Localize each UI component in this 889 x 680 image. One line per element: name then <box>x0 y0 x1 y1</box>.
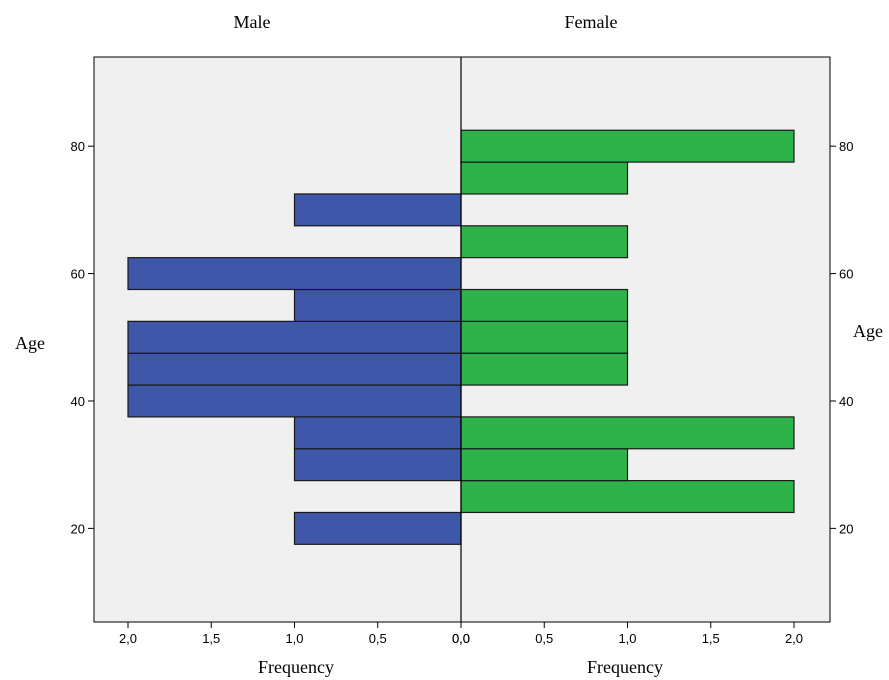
female-bar <box>460 129 795 163</box>
female-bar <box>460 320 629 354</box>
x-axis-label-male: Frequency <box>258 657 334 677</box>
x-tick-label-male: 2,0 <box>119 631 137 646</box>
y-tick-label-left: 60 <box>71 267 85 282</box>
male-bar <box>293 193 462 227</box>
x-tick-label-male: 0,5 <box>369 631 387 646</box>
female-bar <box>460 352 629 386</box>
male-bar <box>293 448 462 482</box>
y-axis-label-left: Age <box>15 333 45 353</box>
female-bar <box>460 161 629 195</box>
y-tick-label-left: 20 <box>71 521 85 536</box>
y-tick-label-right: 60 <box>839 267 853 282</box>
x-tick-label-female: 1,0 <box>618 631 636 646</box>
male-bar <box>127 257 462 291</box>
y-tick-label-right: 20 <box>839 521 853 536</box>
male-bar <box>293 416 462 450</box>
male-bar <box>127 352 462 386</box>
female-bar <box>460 416 795 450</box>
y-tick-label-right: 80 <box>839 139 853 154</box>
male-bar <box>127 320 462 354</box>
male-panel-title: Male <box>234 12 271 32</box>
female-bar <box>460 288 629 322</box>
female-bar <box>460 448 629 482</box>
x-axis-label-female: Frequency <box>587 657 663 677</box>
female-bar <box>460 480 795 514</box>
y-axis-label-right: Age <box>853 321 883 341</box>
female-bar <box>460 225 629 259</box>
x-tick-label-female: 2,0 <box>785 631 803 646</box>
y-tick-label-left: 40 <box>71 394 85 409</box>
x-tick-label-male: 0,0 <box>452 631 470 646</box>
x-tick-label-male: 1,0 <box>285 631 303 646</box>
male-bar <box>293 288 462 322</box>
x-tick-label-female: 1,5 <box>702 631 720 646</box>
x-tick-label-male: 1,5 <box>202 631 220 646</box>
y-tick-label-left: 80 <box>71 139 85 154</box>
male-bar <box>127 384 462 418</box>
x-tick-label-female: 0,0 <box>452 631 470 646</box>
x-tick-label-female: 0,5 <box>535 631 553 646</box>
female-panel-title: Female <box>565 12 618 32</box>
y-tick-label-right: 40 <box>839 394 853 409</box>
male-bar <box>293 511 462 545</box>
